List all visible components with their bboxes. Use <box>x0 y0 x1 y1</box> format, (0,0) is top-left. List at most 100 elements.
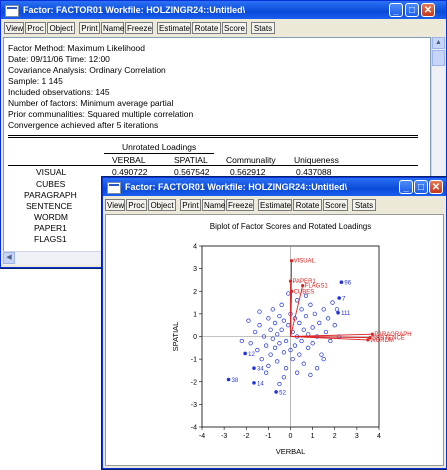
row-value: 0.437088 <box>296 167 332 177</box>
column-header-verbal: VERBAL <box>112 155 146 165</box>
stats-button[interactable]: Stats <box>352 199 376 211</box>
score-point <box>297 352 302 357</box>
score-point <box>261 334 267 339</box>
labeled-score-point <box>336 310 340 315</box>
score-point <box>303 293 309 298</box>
column-header-uniqueness: Uniqueness <box>294 155 339 165</box>
loading-label: VISUAL <box>294 259 316 265</box>
estimate-button[interactable]: Estimate <box>258 199 292 211</box>
loading-point <box>366 338 370 342</box>
scroll-thumb[interactable] <box>432 50 445 66</box>
score-point <box>303 313 309 319</box>
freeze-button[interactable]: Freeze <box>226 199 254 211</box>
score-point <box>264 343 269 348</box>
score-button[interactable]: Score <box>222 22 247 34</box>
row-label: PARAGRAPH <box>24 190 77 200</box>
window-title: Factor: FACTOR01 Workfile: HOLZINGR24::U… <box>125 182 348 192</box>
stats-button[interactable]: Stats <box>251 22 275 34</box>
score-point-label: 96 <box>344 281 351 287</box>
close-button[interactable]: ✕ <box>429 180 443 194</box>
close-button[interactable]: ✕ <box>421 3 435 17</box>
name-button[interactable]: Name <box>101 22 125 34</box>
proc-button[interactable]: Proc <box>25 22 46 34</box>
row-value: 0.567542 <box>174 167 210 177</box>
score-point <box>319 352 324 357</box>
labeled-score-point <box>337 296 341 300</box>
minimize-button[interactable]: _ <box>399 180 413 194</box>
score-point <box>286 291 291 296</box>
y-tick-label: 1 <box>193 311 197 318</box>
maximize-button[interactable]: □ <box>405 3 419 17</box>
score-point <box>257 323 262 328</box>
freeze-button[interactable]: Freeze <box>125 22 153 34</box>
score-point <box>297 320 302 326</box>
output-line: Convergence achieved after 5 iterations <box>8 120 159 130</box>
x-tick-label: -2 <box>243 433 249 440</box>
object-button[interactable]: Object <box>148 199 176 211</box>
column-header-communality: Communality <box>226 155 276 165</box>
score-point <box>301 327 306 332</box>
scroll-up-button[interactable]: ▲ <box>432 37 445 49</box>
minimize-button[interactable]: _ <box>389 3 403 17</box>
y-tick-label: 3 <box>193 266 197 273</box>
loading-point <box>368 336 372 340</box>
score-point <box>321 307 326 312</box>
x-tick-label: -4 <box>199 433 205 440</box>
score-point-label: 14 <box>257 381 264 387</box>
score-point <box>268 327 273 332</box>
name-button[interactable]: Name <box>202 199 226 211</box>
output-line: Sample: 1 145 <box>8 76 63 86</box>
row-label: SENTENCE <box>26 201 73 211</box>
window-icon <box>5 5 19 17</box>
horizontal-scrollbar[interactable]: ◀ <box>3 251 103 265</box>
x-tick-label: 1 <box>311 433 315 440</box>
print-button[interactable]: Print <box>180 199 201 211</box>
score-button[interactable]: Score <box>323 199 348 211</box>
rotate-button[interactable]: Rotate <box>293 199 322 211</box>
group-header: Unrotated Loadings <box>122 142 197 152</box>
biplot-chart: Biplot of Factor Scores and Rotated Load… <box>171 222 412 456</box>
object-button[interactable]: Object <box>47 22 75 34</box>
score-point <box>310 325 315 330</box>
score-point <box>306 345 311 350</box>
row-label: WORDM <box>34 212 68 222</box>
score-point <box>270 307 275 312</box>
loading-vector <box>290 336 368 341</box>
scroll-left-button[interactable]: ◀ <box>3 252 15 264</box>
title-bar[interactable]: Factor: FACTOR01 Workfile: HOLZINGR24::U… <box>1 1 446 19</box>
proc-button[interactable]: Proc <box>126 199 147 211</box>
y-axis-label: SPATIAL <box>171 322 180 352</box>
x-axis-label: VERBAL <box>276 447 306 456</box>
loading-label: PARAGRAPH <box>374 332 411 338</box>
y-tick-label: -3 <box>191 402 197 409</box>
loading-vector <box>290 291 293 337</box>
output-line: Date: 09/11/06 Time: 12:00 <box>8 54 110 64</box>
title-bar[interactable]: Factor: FACTOR01 Workfile: HOLZINGR24::U… <box>103 178 446 196</box>
score-point <box>272 320 278 326</box>
view-button[interactable]: View <box>4 22 24 34</box>
score-point <box>312 311 317 317</box>
print-button[interactable]: Print <box>79 22 100 34</box>
loading-label: CUBES <box>294 289 315 295</box>
labeled-score-point <box>274 390 278 394</box>
estimate-button[interactable]: Estimate <box>157 22 191 34</box>
score-point <box>334 307 340 312</box>
x-tick-label: 2 <box>333 433 337 440</box>
view-button[interactable]: View <box>105 199 125 211</box>
score-point <box>281 350 287 355</box>
y-tick-label: 0 <box>193 334 197 341</box>
score-point <box>272 345 278 350</box>
score-point <box>259 356 264 362</box>
rotate-button[interactable]: Rotate <box>192 22 221 34</box>
score-point <box>246 318 251 323</box>
maximize-button[interactable]: □ <box>414 180 428 194</box>
score-point <box>286 323 291 328</box>
score-point <box>310 341 315 346</box>
score-point <box>283 338 289 344</box>
score-point <box>264 370 269 375</box>
score-point <box>308 302 313 307</box>
labeled-score-point <box>243 351 247 356</box>
row-label: CUBES <box>36 179 66 189</box>
score-point <box>239 338 244 344</box>
score-point <box>266 363 271 369</box>
